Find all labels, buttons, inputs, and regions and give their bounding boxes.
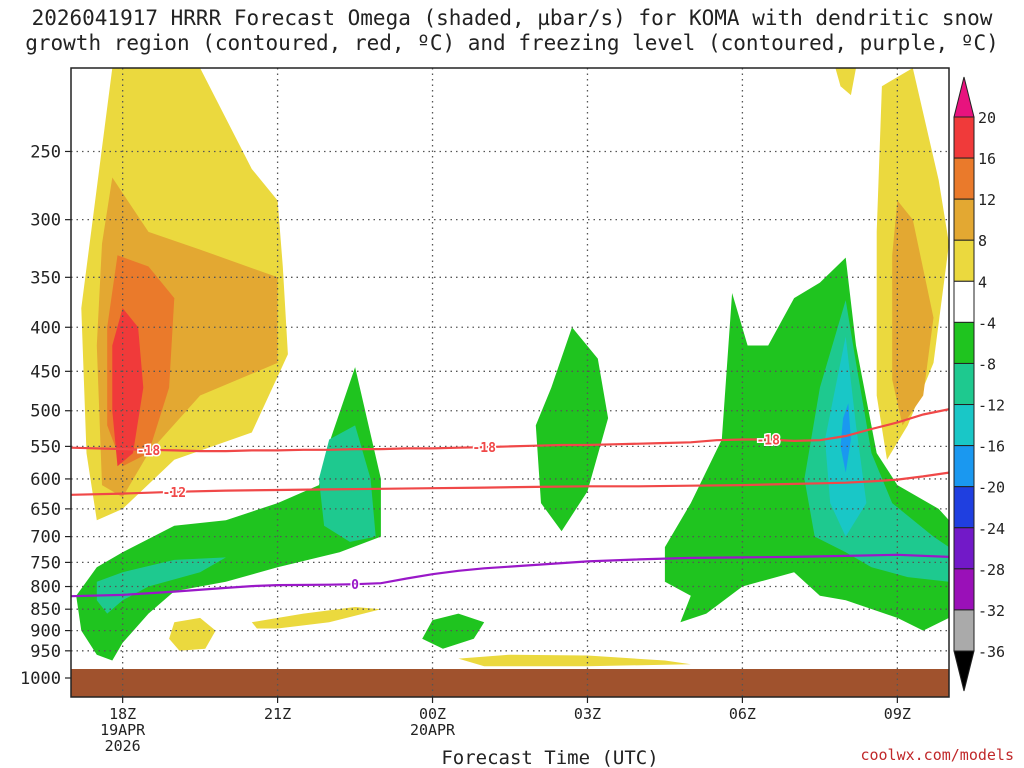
credit-text: coolwx.com/models [860, 746, 1014, 764]
colorbar-label-1: 16 [978, 150, 996, 168]
y-tick-label-7: 600 [30, 470, 61, 490]
colorbar-top-arrow [953, 76, 975, 118]
plot-frame [70, 67, 950, 698]
colorbar-label-2: 12 [978, 191, 996, 209]
y-tick-label-4: 450 [30, 362, 61, 382]
colorbar-segment-1 [953, 157, 975, 200]
omega-region-9 [422, 613, 485, 649]
colorbar-label-7: -12 [978, 397, 1005, 415]
y-tick-label-3: 400 [30, 318, 61, 338]
omega-region-18 [835, 68, 856, 96]
chart-title: 2026041917 HRRR Forecast Omega (shaded, … [0, 6, 1024, 56]
contour-line-0 [71, 408, 949, 453]
colorbar-bottom-arrow [953, 650, 975, 692]
colorbar-segment-2 [953, 198, 975, 241]
y-tick-label-0: 250 [30, 142, 61, 162]
x-tick-label-3: 03Z [574, 705, 601, 723]
colorbar-label-5: -4 [978, 314, 996, 332]
y-tick-label-12: 850 [30, 600, 61, 620]
y-tick-label-1: 300 [30, 211, 61, 231]
x-tick-sublabel-0-1: 2026 [105, 737, 141, 755]
x-tick-sublabel-2-0: 20APR [410, 721, 456, 739]
colorbar-segment-6 [953, 362, 975, 406]
colorbar-label-9: -20 [978, 479, 1005, 497]
omega-region-11 [458, 654, 691, 667]
contour-label-1-0: -12 [163, 486, 186, 501]
x-tick-label-5: 09Z [884, 705, 911, 723]
x-tick-sublabel-0-0: 19APR [100, 721, 146, 739]
y-tick-label-6: 550 [30, 437, 61, 457]
omega-region-4 [76, 367, 381, 661]
contour-line-2 [71, 553, 949, 598]
colorbar-segment-9 [953, 486, 975, 529]
colorbar-label-8: -16 [978, 438, 1005, 456]
colorbar-label-4: 4 [978, 273, 987, 291]
omega-region-6 [318, 425, 376, 542]
colorbar-segment-5 [953, 321, 975, 364]
plot-area: -18 -18 -18 -12 0 [71, 68, 949, 697]
colorbar-segment-0 [953, 116, 975, 159]
y-tick-label-8: 650 [30, 500, 61, 520]
x-axis-label: Forecast Time (UTC) [441, 747, 658, 768]
omega-region-8 [251, 607, 381, 629]
colorbar-label-6: -8 [978, 355, 996, 373]
colorbar-label-13: -36 [978, 643, 1005, 661]
omega-region-10 [535, 327, 609, 532]
colorbar-segment-12 [953, 609, 975, 652]
x-tick-label-2: 00Z [419, 705, 446, 723]
omega-region-3 [112, 308, 144, 467]
y-tick-label-5: 500 [30, 402, 61, 422]
colorbar-segment-11 [953, 568, 975, 611]
colorbar-segment-3 [953, 239, 975, 282]
colorbar-label-12: -32 [978, 602, 1005, 620]
y-tick-label-9: 700 [30, 528, 61, 548]
colorbar-label-11: -28 [978, 561, 1005, 579]
omega-region-15 [840, 403, 851, 473]
colorbar-segment-4 [953, 280, 975, 323]
x-tick-label-4: 06Z [729, 705, 756, 723]
chart-title-line2: growth region (contoured, red, ºC) and f… [25, 31, 999, 55]
contour-label-0-2: -18 [756, 434, 780, 449]
y-tick-label-14: 950 [30, 642, 61, 662]
y-tick-label-2: 350 [30, 268, 61, 288]
colorbar-label-10: -24 [978, 520, 1005, 538]
chart-title-line1: 2026041917 HRRR Forecast Omega (shaded, … [31, 6, 993, 30]
colorbar-segment-8 [953, 445, 975, 488]
colorbar-segment-10 [953, 527, 975, 570]
omega-region-7 [169, 617, 216, 651]
y-tick-label-13: 900 [30, 622, 61, 642]
y-tick-label-10: 750 [30, 553, 61, 573]
colorbar-segment-7 [953, 404, 975, 447]
omega-region-17 [892, 200, 934, 426]
contour-label-2-0: 0 [351, 578, 359, 593]
x-tick-label-0: 18Z [109, 705, 136, 723]
ground-surface [71, 669, 949, 697]
contour-line-1 [71, 471, 949, 496]
x-tick-label-1: 21Z [264, 705, 291, 723]
omega-region-5 [96, 557, 226, 614]
contour-label-0-0: -18 [137, 444, 161, 459]
contour-label-0-1: -18 [472, 441, 496, 456]
y-tick-label-15: 1000 [20, 669, 61, 689]
y-tick-label-11: 800 [30, 578, 61, 598]
colorbar-label-3: 8 [978, 232, 987, 250]
colorbar-label-0: 20 [978, 109, 996, 127]
